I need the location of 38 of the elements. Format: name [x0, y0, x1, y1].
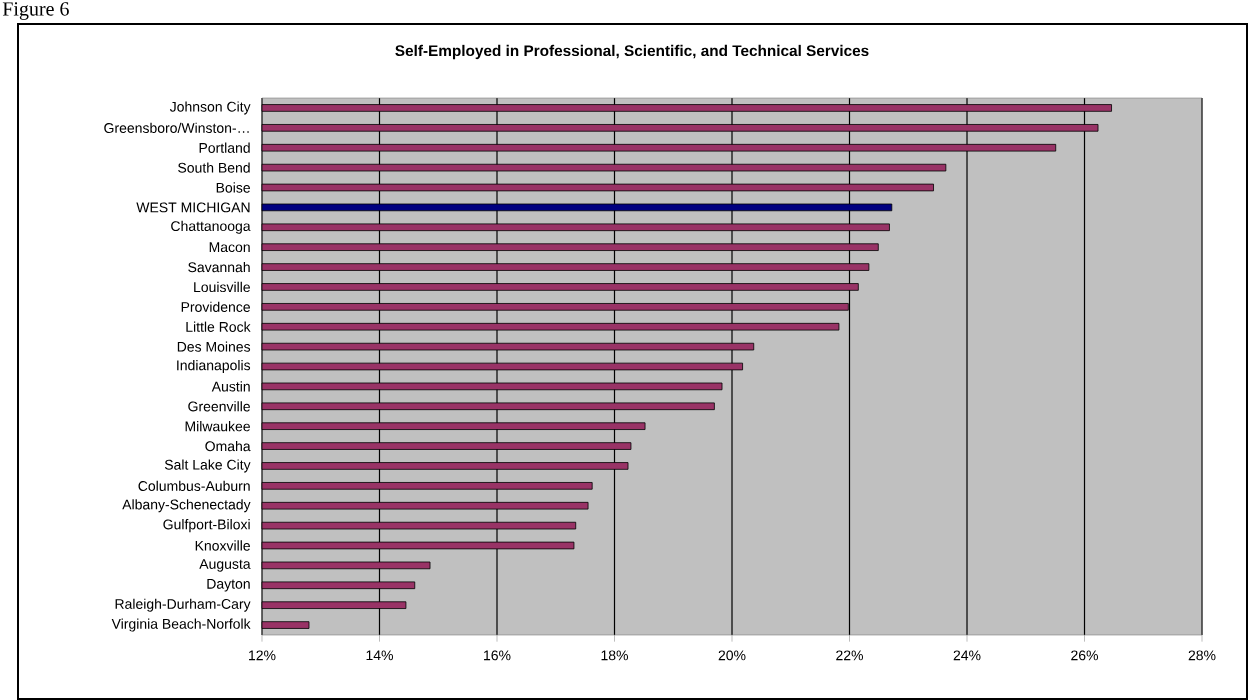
y-tick-label: Savannah [188, 261, 250, 273]
x-tick-label: 18% [601, 650, 628, 661]
y-tick-label: Gulfport-Biloxi [163, 519, 250, 533]
y-tick-label: Albany-Schenectady [122, 499, 251, 513]
y-tick-label: Columbus-Auburn [138, 480, 250, 491]
y-tick-label: Augusta [199, 559, 251, 572]
y-tick-label: Des Moines [177, 341, 251, 352]
y-tick-label: Chattanooga [171, 220, 251, 234]
y-tick-label: South Bend [178, 162, 250, 173]
y-tick-label: Greensboro/Winston-… [104, 122, 249, 133]
x-tick-label: 26% [1071, 650, 1099, 661]
y-tick-label: Johnson City [169, 101, 251, 115]
y-tick-label: Providence [181, 301, 250, 312]
y-tick-label: Dayton [207, 579, 250, 592]
y-tick-label: Macon [209, 242, 250, 253]
y-tick-label: Greenville [188, 401, 250, 412]
y-tick-label: Austin [211, 381, 250, 392]
y-tick-label: Virginia Beach-Norfolk [111, 618, 251, 632]
y-tick-label: Raleigh-Durham-Cary [115, 598, 251, 612]
caption: Figure 6 [2, 2, 69, 20]
x-tick-label: 22% [836, 650, 863, 661]
x-tick-label: 16% [484, 650, 511, 661]
x-tick-label: 12% [249, 650, 276, 661]
y-tick-label: Little Rock [186, 321, 251, 332]
y-tick-label: Milwaukee [185, 421, 250, 432]
x-tick-label: 20% [718, 650, 746, 661]
y-tick-label: Omaha [205, 440, 251, 452]
y-tick-label: Knoxville [195, 540, 250, 551]
chart-title: Self-Employed in Professional, Scientific, and Technical Services [395, 44, 869, 60]
x-tick-label: 24% [953, 650, 981, 661]
x-tick-label: 14% [366, 650, 393, 661]
y-tick-label: WEST MICHIGAN [136, 202, 250, 213]
y-tick-label: Portland [199, 142, 250, 153]
y-tick-label: Louisville [194, 281, 250, 293]
y-tick-label: Salt Lake City [164, 459, 251, 473]
x-tick-label: 28% [1188, 650, 1216, 661]
y-tick-label: Boise [216, 182, 250, 193]
y-tick-label: Indianapolis [177, 359, 251, 374]
